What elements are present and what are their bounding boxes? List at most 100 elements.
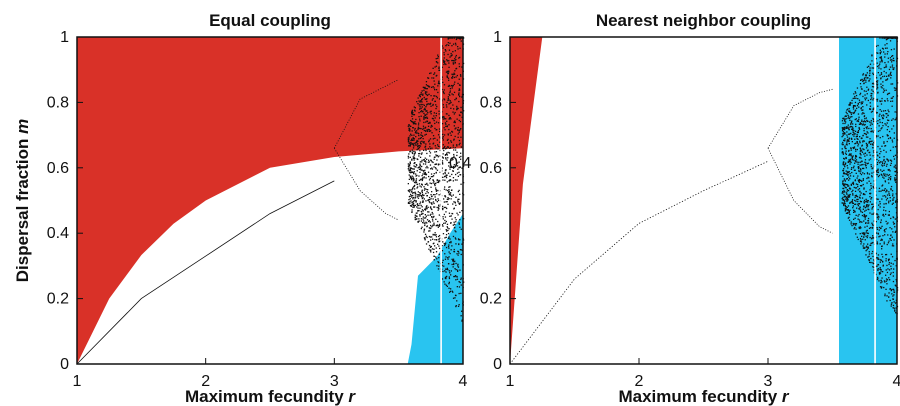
attractor-point	[412, 157, 415, 160]
attractor-point	[421, 101, 423, 103]
attractor-point	[434, 194, 436, 196]
attractor-point	[868, 180, 870, 182]
attractor-point	[870, 140, 872, 143]
attractor-point	[446, 106, 448, 108]
attractor-point	[426, 222, 428, 224]
attractor-point	[419, 108, 421, 110]
attractor-point	[889, 200, 892, 202]
attractor-point	[418, 183, 421, 185]
attractor-point	[890, 234, 892, 237]
attractor-point	[431, 191, 433, 193]
attractor-point	[865, 133, 867, 136]
attractor-point	[457, 129, 459, 131]
attractor-point	[446, 267, 448, 269]
attractor-point	[894, 302, 897, 304]
attractor-point	[849, 116, 852, 118]
attractor-point	[846, 136, 849, 138]
attractor-point	[422, 173, 424, 175]
attractor-point	[878, 115, 880, 117]
attractor-point	[424, 214, 426, 216]
attractor-point	[846, 206, 848, 208]
attractor-point	[451, 45, 453, 47]
attractor-point	[424, 169, 426, 171]
attractor-point	[452, 51, 454, 53]
attractor-point	[437, 85, 439, 87]
attractor-point	[413, 200, 415, 202]
attractor-point	[429, 143, 431, 145]
attractor-point	[851, 128, 854, 130]
attractor-point	[859, 122, 861, 124]
attractor-point	[409, 162, 411, 164]
attractor-point	[448, 270, 450, 272]
attractor-point	[847, 138, 849, 141]
attractor-point	[442, 259, 444, 261]
attractor-point	[428, 122, 430, 124]
attractor-point	[889, 149, 892, 152]
attractor-point	[439, 237, 441, 239]
attractor-point	[846, 212, 849, 214]
attractor-point	[457, 107, 459, 110]
attractor-point	[866, 172, 869, 174]
attractor-point	[419, 185, 421, 187]
attractor-point	[881, 164, 883, 166]
attractor-point	[843, 196, 846, 198]
period-doubling-branch-lower	[767, 148, 833, 234]
attractor-point	[888, 277, 890, 279]
attractor-point	[425, 243, 428, 245]
attractor-point	[430, 102, 432, 104]
attractor-point	[888, 263, 890, 266]
attractor-point	[845, 178, 848, 180]
attractor-point	[442, 225, 444, 227]
attractor-point	[438, 239, 440, 241]
attractor-point	[425, 207, 427, 209]
attractor-point	[425, 121, 427, 123]
attractor-point	[857, 120, 860, 123]
attractor-point	[428, 235, 431, 238]
attractor-point	[434, 184, 436, 187]
attractor-point	[446, 139, 449, 141]
attractor-point	[460, 155, 462, 158]
attractor-point	[886, 78, 889, 80]
attractor-point	[860, 108, 862, 110]
attractor-point	[443, 84, 446, 86]
attractor-point	[434, 234, 436, 236]
attractor-point	[884, 37, 886, 39]
attractor-point	[443, 134, 446, 136]
attractor-point	[442, 233, 445, 235]
attractor-point	[890, 188, 892, 190]
attractor-point	[878, 273, 881, 275]
attractor-point	[853, 133, 855, 135]
attractor-point	[455, 262, 457, 265]
attractor-point	[455, 164, 457, 166]
attractor-point	[881, 245, 883, 247]
attractor-point	[416, 183, 418, 185]
attractor-point	[426, 236, 428, 239]
attractor-point	[452, 177, 455, 179]
attractor-point	[453, 263, 455, 266]
attractor-point	[433, 206, 435, 208]
attractor-point	[411, 112, 413, 114]
attractor-point	[424, 237, 426, 239]
attractor-point	[863, 232, 865, 234]
attractor-point	[432, 198, 434, 200]
attractor-point	[849, 188, 852, 190]
attractor-point	[411, 118, 414, 120]
attractor-point	[882, 48, 884, 50]
attractor-point	[848, 171, 850, 173]
attractor-point	[460, 249, 462, 251]
attractor-point	[842, 181, 844, 183]
attractor-point	[435, 236, 438, 238]
attractor-point	[883, 160, 885, 162]
attractor-point	[453, 91, 456, 93]
attractor-point	[884, 188, 886, 190]
attractor-point	[893, 132, 895, 134]
attractor-point	[855, 154, 857, 157]
attractor-point	[886, 43, 888, 45]
attractor-point	[445, 104, 448, 106]
attractor-point	[870, 143, 872, 145]
region-red	[77, 37, 463, 364]
attractor-point	[449, 94, 451, 96]
attractor-point	[408, 166, 410, 168]
attractor-point	[869, 192, 871, 195]
attractor-point	[460, 152, 462, 154]
